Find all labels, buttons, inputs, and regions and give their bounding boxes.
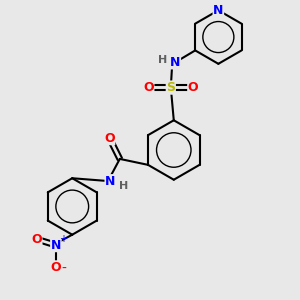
Text: H: H bbox=[158, 55, 167, 65]
Text: O: O bbox=[104, 132, 115, 145]
Text: O: O bbox=[188, 81, 198, 94]
Text: -: - bbox=[62, 262, 67, 276]
Text: O: O bbox=[31, 233, 42, 246]
Text: O: O bbox=[51, 261, 61, 274]
Text: S: S bbox=[166, 81, 175, 94]
Text: N: N bbox=[170, 56, 181, 69]
Text: H: H bbox=[119, 181, 128, 191]
Text: N: N bbox=[51, 238, 61, 252]
Text: N: N bbox=[105, 175, 116, 188]
Text: +: + bbox=[59, 234, 67, 244]
Text: N: N bbox=[213, 4, 224, 17]
Text: O: O bbox=[143, 81, 154, 94]
